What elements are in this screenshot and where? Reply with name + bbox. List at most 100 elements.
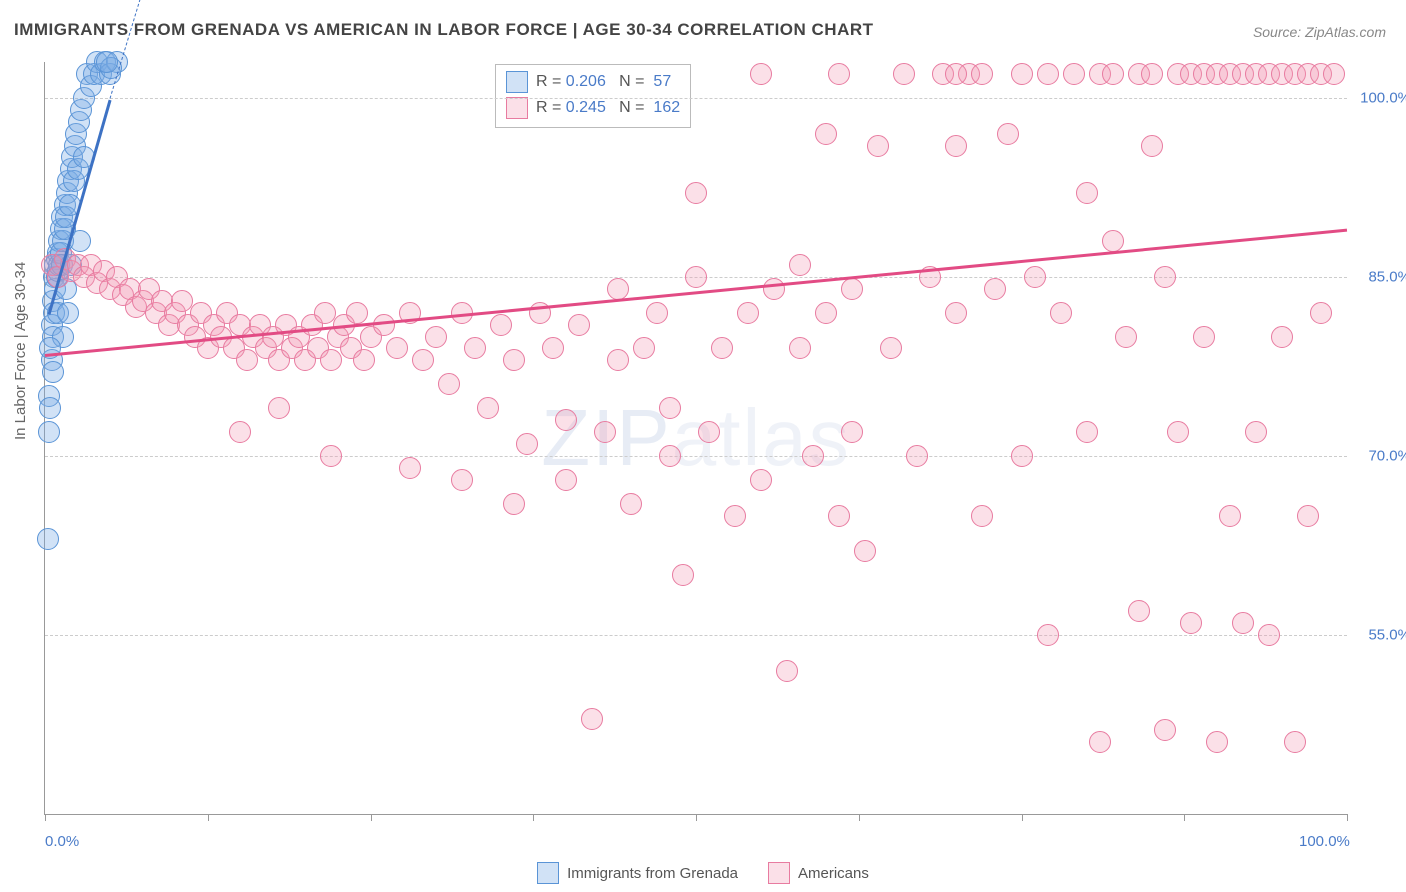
scatter-point-americans [880,337,902,359]
scatter-point-americans [399,457,421,479]
x-tick [859,814,860,821]
grid-line [45,456,1347,457]
x-tick [533,814,534,821]
scatter-point-americans [646,302,668,324]
scatter-point-americans [555,469,577,491]
scatter-point-americans [750,63,772,85]
scatter-point-americans [1154,266,1176,288]
scatter-point-americans [711,337,733,359]
x-tick-label: 100.0% [1299,833,1350,850]
source-attribution: Source: ZipAtlas.com [1253,24,1386,40]
scatter-point-americans [685,182,707,204]
chart-title: IMMIGRANTS FROM GRENADA VS AMERICAN IN L… [14,20,874,40]
scatter-point-americans [490,314,512,336]
scatter-point-americans [1206,731,1228,753]
stats-r-label: R = 0.245 N = 162 [536,99,680,117]
scatter-point-americans [841,278,863,300]
scatter-point-americans [1076,421,1098,443]
scatter-point-americans [464,337,486,359]
scatter-point-americans [1063,63,1085,85]
scatter-point-americans [607,349,629,371]
scatter-point-americans [236,349,258,371]
source-value: ZipAtlas.com [1305,24,1386,40]
x-tick [1347,814,1348,821]
scatter-point-americans [971,63,993,85]
scatter-point-americans [229,421,251,443]
scatter-point-americans [789,254,811,276]
scatter-point-americans [1102,63,1124,85]
legend: Immigrants from Grenada Americans [0,862,1406,884]
scatter-point-americans [867,135,889,157]
scatter-point-americans [1323,63,1345,85]
scatter-point-americans [1141,135,1163,157]
scatter-point-grenada [57,302,79,324]
scatter-point-americans [698,421,720,443]
y-axis-title: In Labor Force | Age 30-34 [12,262,29,440]
scatter-point-americans [438,373,460,395]
scatter-point-americans [1297,505,1319,527]
scatter-point-americans [750,469,772,491]
scatter-point-americans [1232,612,1254,634]
scatter-point-americans [1011,63,1033,85]
scatter-point-americans [1141,63,1163,85]
scatter-point-americans [477,397,499,419]
scatter-point-americans [984,278,1006,300]
scatter-point-americans [1050,302,1072,324]
scatter-point-grenada [42,361,64,383]
scatter-point-americans [320,445,342,467]
scatter-point-americans [724,505,746,527]
watermark: ZIPatlas [541,392,850,484]
legend-swatch [537,862,559,884]
scatter-point-americans [594,421,616,443]
scatter-point-americans [945,135,967,157]
scatter-point-americans [1167,421,1189,443]
scatter-point-americans [171,290,193,312]
scatter-point-americans [828,63,850,85]
scatter-point-americans [1089,731,1111,753]
y-tick-label: 70.0% [1368,447,1406,464]
scatter-point-americans [1076,182,1098,204]
scatter-point-grenada [39,397,61,419]
y-tick-label: 55.0% [1368,626,1406,643]
scatter-point-americans [1154,719,1176,741]
trend-line [110,0,176,98]
scatter-point-americans [620,493,642,515]
scatter-point-americans [386,337,408,359]
scatter-point-americans [906,445,928,467]
scatter-point-grenada [37,528,59,550]
trend-line [45,229,1347,357]
scatter-point-americans [1011,445,1033,467]
scatter-point-americans [451,469,473,491]
legend-label: Immigrants from Grenada [567,865,738,882]
scatter-plot: ZIPatlas R = 0.206 N = 57 R = 0.245 N = 1… [44,62,1347,815]
scatter-point-americans [1037,63,1059,85]
scatter-point-americans [314,302,336,324]
scatter-point-americans [1284,731,1306,753]
stats-r-label: R = 0.206 N = 57 [536,73,671,91]
scatter-point-americans [320,349,342,371]
scatter-point-americans [815,302,837,324]
scatter-point-americans [1219,505,1241,527]
scatter-point-americans [737,302,759,324]
legend-label: Americans [798,865,869,882]
scatter-point-americans [997,123,1019,145]
scatter-point-americans [685,266,707,288]
grid-line [45,635,1347,636]
scatter-point-americans [659,445,681,467]
scatter-point-americans [893,63,915,85]
scatter-point-americans [1037,624,1059,646]
legend-item-americans: Americans [768,862,869,884]
scatter-point-americans [568,314,590,336]
scatter-point-americans [268,397,290,419]
legend-item-grenada: Immigrants from Grenada [537,862,738,884]
scatter-point-americans [1310,302,1332,324]
scatter-point-americans [346,302,368,324]
scatter-point-americans [581,708,603,730]
scatter-point-americans [945,302,967,324]
x-tick [208,814,209,821]
y-tick-label: 100.0% [1360,89,1406,106]
scatter-point-americans [854,540,876,562]
scatter-point-americans [1024,266,1046,288]
scatter-point-americans [945,63,967,85]
legend-swatch [768,862,790,884]
